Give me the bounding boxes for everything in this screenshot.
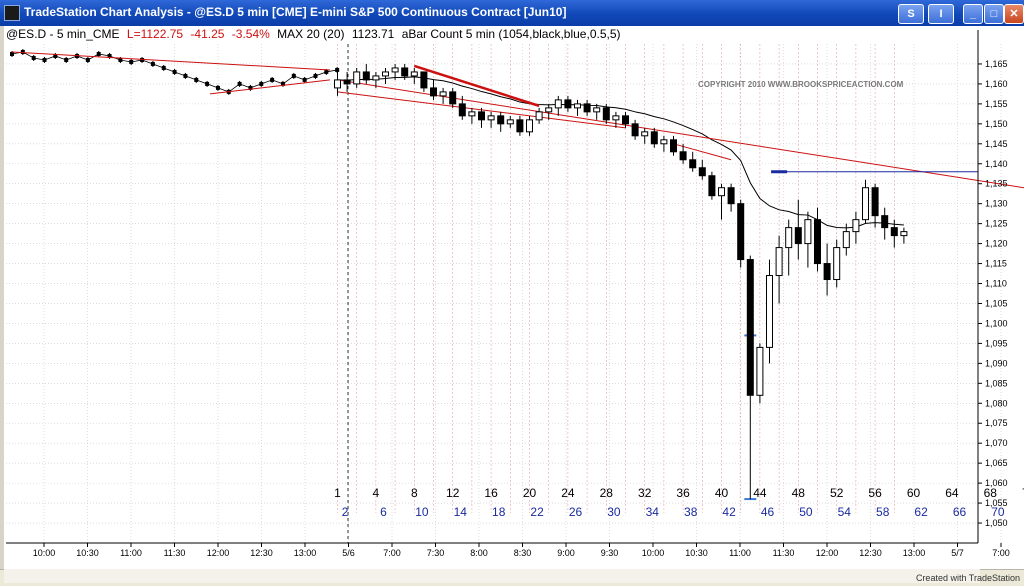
max-indicator-value: 1123.71: [352, 27, 395, 41]
pct-change: -3.54%: [232, 27, 270, 41]
close-button[interactable]: ✕: [1004, 4, 1024, 24]
copyright-notice: COPYRIGHT 2010 WWW.BROOKSPRICEACTION.COM: [698, 80, 903, 89]
title-bar: TradeStation Chart Analysis - @ES.D 5 mi…: [0, 0, 1024, 26]
app-icon: [4, 5, 20, 21]
bar-count-study-label: aBar Count 5 min (1054,black,blue,0.5,5): [402, 27, 621, 41]
maximize-button[interactable]: □: [984, 4, 1004, 24]
chart-area[interactable]: [0, 26, 1024, 569]
horizontal-scrollbar[interactable]: [4, 569, 980, 583]
interval-button[interactable]: I: [928, 4, 954, 24]
window-title: TradeStation Chart Analysis - @ES.D 5 mi…: [24, 5, 566, 19]
max-indicator-label: MAX 20 (20): [277, 27, 344, 41]
net-change: -41.25: [190, 27, 224, 41]
last-price: L=1122.75: [127, 27, 183, 41]
symbol-button[interactable]: S: [898, 4, 924, 24]
chart-header: @ES.D - 5 min_CME L=1122.75 -41.25 -3.54…: [6, 27, 625, 41]
footer-credit: Created with TradeStation: [916, 573, 1020, 583]
minimize-button[interactable]: _: [963, 4, 983, 24]
symbol-label: @ES.D - 5 min_CME: [6, 27, 120, 41]
